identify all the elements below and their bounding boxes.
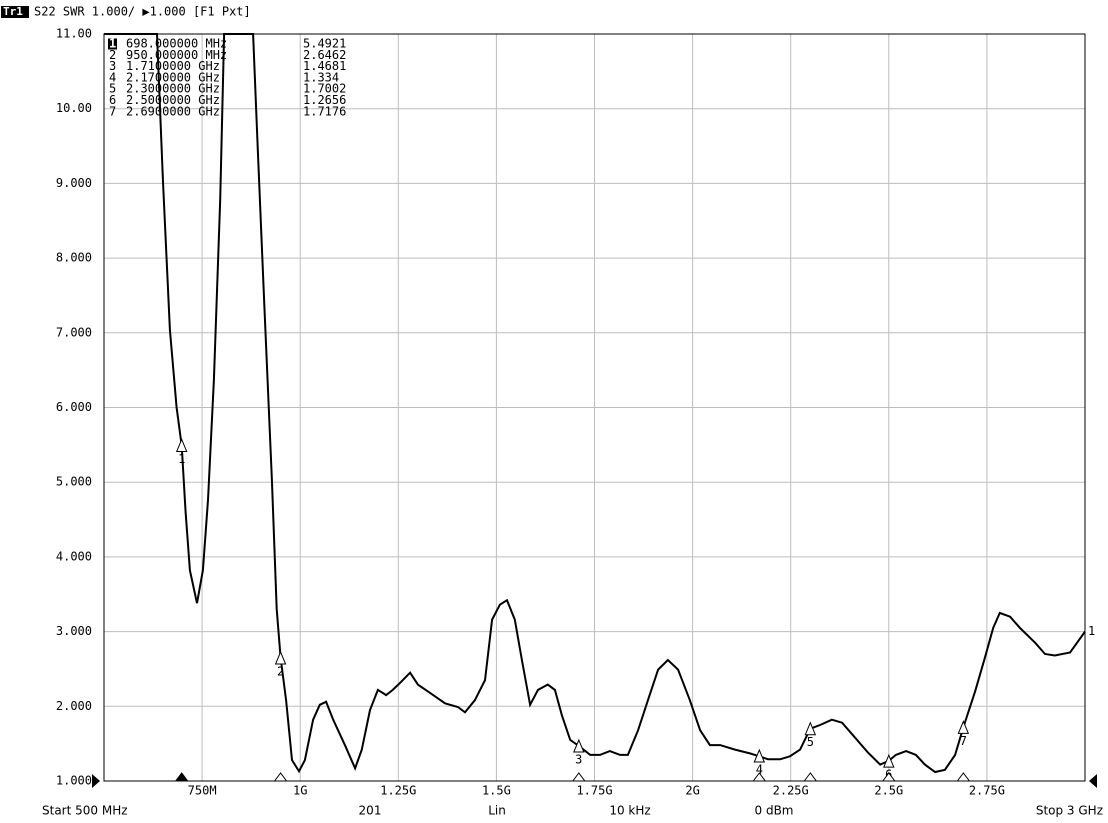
x-tick-label: 2.25G (773, 784, 809, 798)
stimulus-marker (881, 772, 896, 782)
marker-table-frequency: 950.000000 MHz (126, 48, 227, 62)
marker-label: 7 (960, 734, 967, 748)
footer-label: Start 500 MHz (42, 804, 128, 818)
marker (753, 748, 766, 763)
active-marker-bg (108, 38, 117, 50)
y-tick-label: 3.000 (56, 624, 92, 638)
marker-table-number: 3 (109, 59, 116, 73)
footer-label: Lin (488, 804, 506, 818)
marker-label: 4 (756, 763, 763, 777)
footer-label: 0 dBm (755, 804, 794, 818)
trace-line (104, 33, 1086, 774)
y-tick-label: 7.000 (56, 325, 92, 339)
marker (175, 438, 188, 452)
marker-table-frequency: 2.5000000 GHz (126, 93, 220, 107)
marker-table-frequency: 2.6900000 GHz (126, 104, 220, 118)
marker-label: 5 (807, 735, 814, 749)
marker-table-number: 2 (109, 48, 116, 62)
x-tick-label: 1G (293, 784, 307, 798)
footer-label: 201 (359, 804, 382, 818)
marker-table-value: 1.4681 (303, 59, 346, 73)
ref-right (1089, 774, 1097, 788)
x-tick-label: 2.5G (874, 784, 903, 798)
footer-label: 10 kHz (609, 804, 650, 818)
marker-table-number: 5 (109, 82, 116, 96)
marker-table-value: 1.334 (303, 70, 339, 84)
marker-table-number: 1 (109, 37, 116, 51)
ref-left (92, 774, 100, 788)
y-tick-label: 1.000 (56, 774, 92, 788)
stimulus-marker (752, 772, 767, 782)
stimulus-marker (571, 772, 586, 782)
marker-label: 2 (277, 665, 284, 679)
marker-table-number: 7 (109, 104, 116, 118)
marker-table-value: 1.7002 (303, 82, 346, 96)
marker-table-frequency: 698.000000 MHz (126, 37, 227, 51)
y-tick-label: 5.000 (56, 475, 92, 489)
marker-table-frequency: 1.7100000 GHz (126, 59, 220, 73)
trace-name: 1 (1088, 624, 1095, 638)
trace-badge (1, 6, 29, 18)
stimulus-marker (273, 772, 288, 782)
x-tick-label: 1.75G (576, 784, 612, 798)
marker (804, 721, 817, 736)
marker-table-number: 4 (109, 70, 116, 84)
stimulus-marker (174, 772, 189, 782)
x-tick-label: 2G (685, 784, 699, 798)
x-tick-label: 750M (188, 784, 217, 798)
marker-table-value: 1.2656 (303, 93, 346, 107)
trace-header: S22 SWR 1.000/ ▶1.000 [F1 Pxt] (34, 5, 251, 19)
marker (274, 650, 287, 665)
marker-label: 3 (575, 753, 582, 767)
x-tick-label: 1.25G (380, 784, 416, 798)
footer-label: Stop 3 GHz (1036, 804, 1103, 818)
marker-table-value: 2.6462 (303, 48, 346, 62)
marker-table-frequency: 2.1700000 GHz (126, 70, 220, 84)
marker (883, 753, 895, 768)
stimulus-marker (956, 772, 971, 782)
y-tick-label: 2.000 (56, 699, 92, 713)
marker (957, 720, 970, 734)
y-tick-label: 9.000 (56, 176, 92, 190)
y-tick-label: 11.00 (56, 27, 92, 41)
plot-frame (103, 33, 1086, 782)
marker-table-value: 1.7176 (303, 104, 346, 118)
y-tick-label: 6.000 (56, 400, 92, 414)
stimulus-marker (803, 772, 818, 782)
marker (573, 738, 585, 753)
x-tick-label: 2.75G (969, 784, 1005, 798)
y-tick-label: 8.000 (56, 251, 92, 265)
y-tick-label: 4.000 (56, 549, 92, 563)
y-tick-label: 10.00 (56, 101, 92, 115)
marker-table-frequency: 2.3000000 GHz (126, 82, 220, 96)
trace-label: Tr1 (3, 5, 23, 18)
marker-label: 1 (178, 452, 185, 466)
x-tick-label: 1.5G (482, 784, 511, 798)
marker-table-value: 5.4921 (303, 37, 346, 51)
marker-table-number: 6 (109, 93, 116, 107)
